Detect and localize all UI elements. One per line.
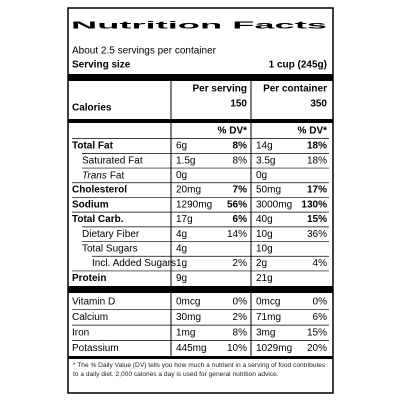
thick-bar	[68, 286, 333, 293]
amount: 1290mg	[176, 199, 212, 210]
footnote: * The % Daily Value (DV) tells you how m…	[73, 362, 326, 378]
label-border	[67, 7, 334, 394]
amount: 0mcg	[176, 297, 200, 308]
amount: 21g	[256, 273, 273, 284]
serving-size-value: 1 cup (245g)	[269, 60, 327, 71]
daily-value: 15%	[307, 327, 327, 338]
nutrient-label: Iron	[72, 327, 89, 338]
daily-value: 6%	[313, 312, 328, 323]
nutrient-label: Incl. Added Sugars	[92, 258, 176, 269]
calories-value: 150	[230, 99, 247, 110]
amount: 17g	[176, 214, 193, 225]
amount: 20mg	[176, 185, 201, 196]
daily-value: 56%	[227, 199, 247, 210]
amount: 1.5g	[176, 155, 195, 166]
daily-value: 6%	[233, 214, 248, 225]
amount: 1mg	[176, 327, 195, 338]
daily-value: 20%	[307, 343, 327, 354]
amount: 10g	[256, 229, 273, 240]
daily-value: 15%	[307, 214, 327, 225]
amount: 71mg	[256, 312, 281, 323]
daily-value: 8%	[233, 155, 248, 166]
daily-value: 36%	[307, 229, 327, 240]
amount: 1029mg	[256, 343, 292, 354]
amount: 14g	[256, 141, 273, 152]
amount: 40g	[256, 214, 273, 225]
nutrient-label: Potassium	[72, 343, 119, 354]
amount: 4g	[176, 229, 187, 240]
nutrient-label: Saturated Fat	[82, 155, 143, 166]
thick-bar	[68, 74, 333, 81]
daily-value: 0%	[313, 297, 328, 308]
daily-value: 17%	[307, 185, 327, 196]
daily-value: 8%	[233, 141, 248, 152]
nutrient-label: Protein	[72, 273, 106, 284]
title: Nutrition Facts	[71, 21, 329, 32]
amount: 2g	[256, 258, 267, 269]
amount: 3.5g	[256, 155, 275, 166]
daily-value: 14%	[227, 229, 247, 240]
amount: 3000mg	[256, 199, 292, 210]
dv-header: % DV*	[218, 126, 248, 137]
amount: 0g	[256, 170, 267, 181]
daily-value: 10%	[227, 343, 247, 354]
amount: 10g	[256, 244, 273, 255]
dv-header: % DV*	[298, 126, 328, 137]
amount: 0g	[176, 170, 187, 181]
amount: 0mcg	[256, 297, 280, 308]
daily-value: 18%	[307, 141, 327, 152]
daily-value: 0%	[233, 297, 248, 308]
daily-value: 18%	[307, 155, 327, 166]
nutrient-label: Cholesterol	[72, 185, 127, 196]
amount: 3mg	[256, 327, 275, 338]
amount: 30mg	[176, 312, 201, 323]
calories-value: 350	[310, 99, 327, 110]
label-text: Fat	[110, 170, 125, 181]
daily-value: 2%	[233, 312, 248, 323]
calories-label: Calories	[72, 103, 112, 114]
amount: 445mg	[176, 343, 207, 354]
nutrient-label: Vitamin D	[72, 297, 115, 308]
nutrient-label: Sodium	[72, 199, 109, 210]
daily-value: 4%	[313, 258, 328, 269]
daily-value: 7%	[233, 185, 248, 196]
medium-bar	[68, 119, 333, 123]
column-header: Per container	[263, 84, 327, 95]
label-italic: Trans	[82, 170, 107, 181]
nutrient-label: Dietary Fiber	[82, 229, 140, 240]
nutrient-label: Total Sugars	[82, 244, 138, 255]
serving-size-label: Serving size	[72, 60, 131, 71]
amount: 1g	[176, 258, 187, 269]
amount: 6g	[176, 141, 187, 152]
daily-value: 8%	[233, 327, 248, 338]
daily-value: 2%	[233, 258, 248, 269]
nutrient-label: Total Fat	[72, 141, 114, 152]
nutrient-label: Calcium	[72, 312, 108, 323]
column-header: Per serving	[193, 84, 247, 95]
nutrient-label: Total Carb.	[72, 214, 124, 225]
amount: 50mg	[256, 185, 281, 196]
medium-bar	[68, 356, 333, 359]
servings: About 2.5 servings per container	[72, 46, 217, 57]
nutrient-label: Trans Fat	[82, 170, 124, 181]
daily-value: 130%	[301, 199, 327, 210]
amount: 9g	[176, 273, 187, 284]
amount: 4g	[176, 244, 187, 255]
